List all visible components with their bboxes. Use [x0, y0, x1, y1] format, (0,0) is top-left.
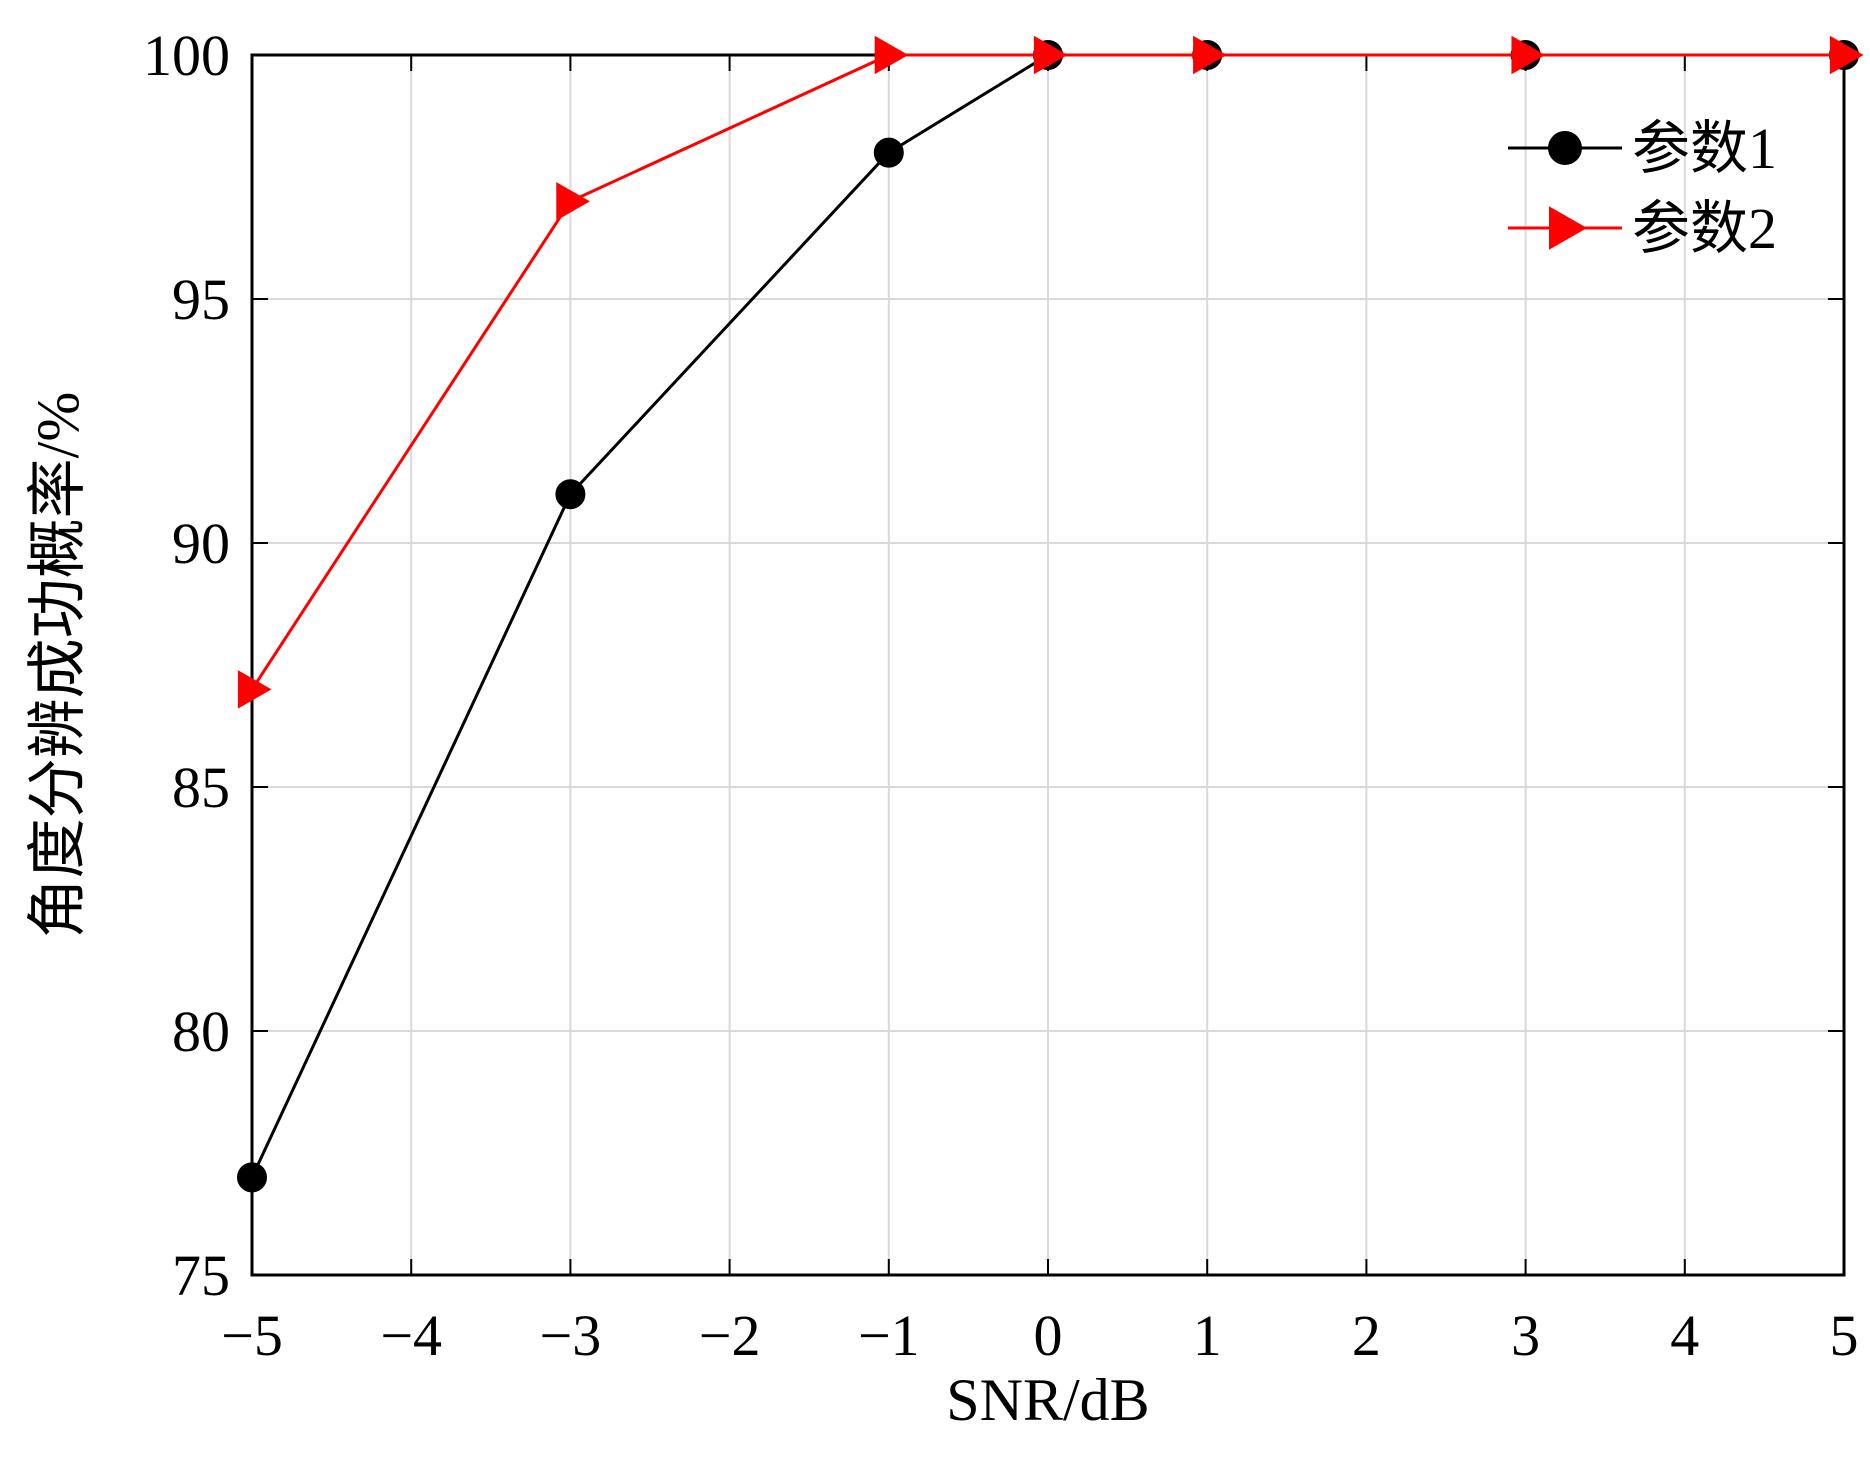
x-tick-label: 0	[1034, 1303, 1063, 1368]
x-tick-label: 4	[1670, 1303, 1699, 1368]
x-tick-label: 5	[1830, 1303, 1859, 1368]
series-1-point	[237, 1162, 267, 1193]
series-2-point	[1033, 35, 1068, 75]
y-axis-label: 角度分辨成功概率/%	[25, 392, 91, 939]
x-tick-label: −1	[858, 1303, 920, 1368]
series-layer	[237, 35, 1864, 1193]
x-tick-label: 2	[1352, 1303, 1381, 1368]
x-tick-labels: −5 −4 −3 −2 −1 0 1 2 3 4 5	[221, 1303, 1858, 1368]
y-tick-label: 85	[172, 755, 230, 820]
series-2-point	[237, 670, 272, 709]
series-2-group	[237, 35, 1864, 709]
x-axis-label: SNR/dB	[946, 1367, 1149, 1433]
series-1-point	[555, 479, 586, 510]
y-tick-label: 90	[172, 511, 230, 576]
series-2-point	[556, 182, 590, 221]
y-tick-label: 80	[172, 999, 230, 1064]
y-tick-label: 95	[172, 267, 230, 332]
x-tick-label: −3	[540, 1303, 602, 1368]
series-2-point	[1193, 35, 1227, 75]
series-2-point	[874, 35, 909, 75]
y-tick-label: 100	[143, 23, 230, 88]
legend-series-2-label: 参数2	[1632, 196, 1777, 261]
y-tick-labels: 75 80 85 90 95 100	[143, 23, 230, 1308]
y-tick-label: 75	[172, 1243, 230, 1308]
legend-series-1-label: 参数1	[1632, 116, 1777, 181]
x-tick-label: −5	[221, 1303, 283, 1368]
legend-series-2-marker	[1549, 206, 1588, 250]
x-tick-label: −2	[699, 1303, 761, 1368]
series-2-point	[1829, 35, 1864, 75]
x-tick-label: 3	[1511, 1303, 1540, 1368]
series-1-point	[873, 137, 904, 168]
grid-lines	[252, 55, 1844, 1275]
legend-series-1-marker	[1548, 131, 1582, 165]
x-tick-label: 1	[1193, 1303, 1222, 1368]
series-2-point	[1511, 35, 1546, 75]
x-tick-label: −4	[380, 1303, 442, 1368]
